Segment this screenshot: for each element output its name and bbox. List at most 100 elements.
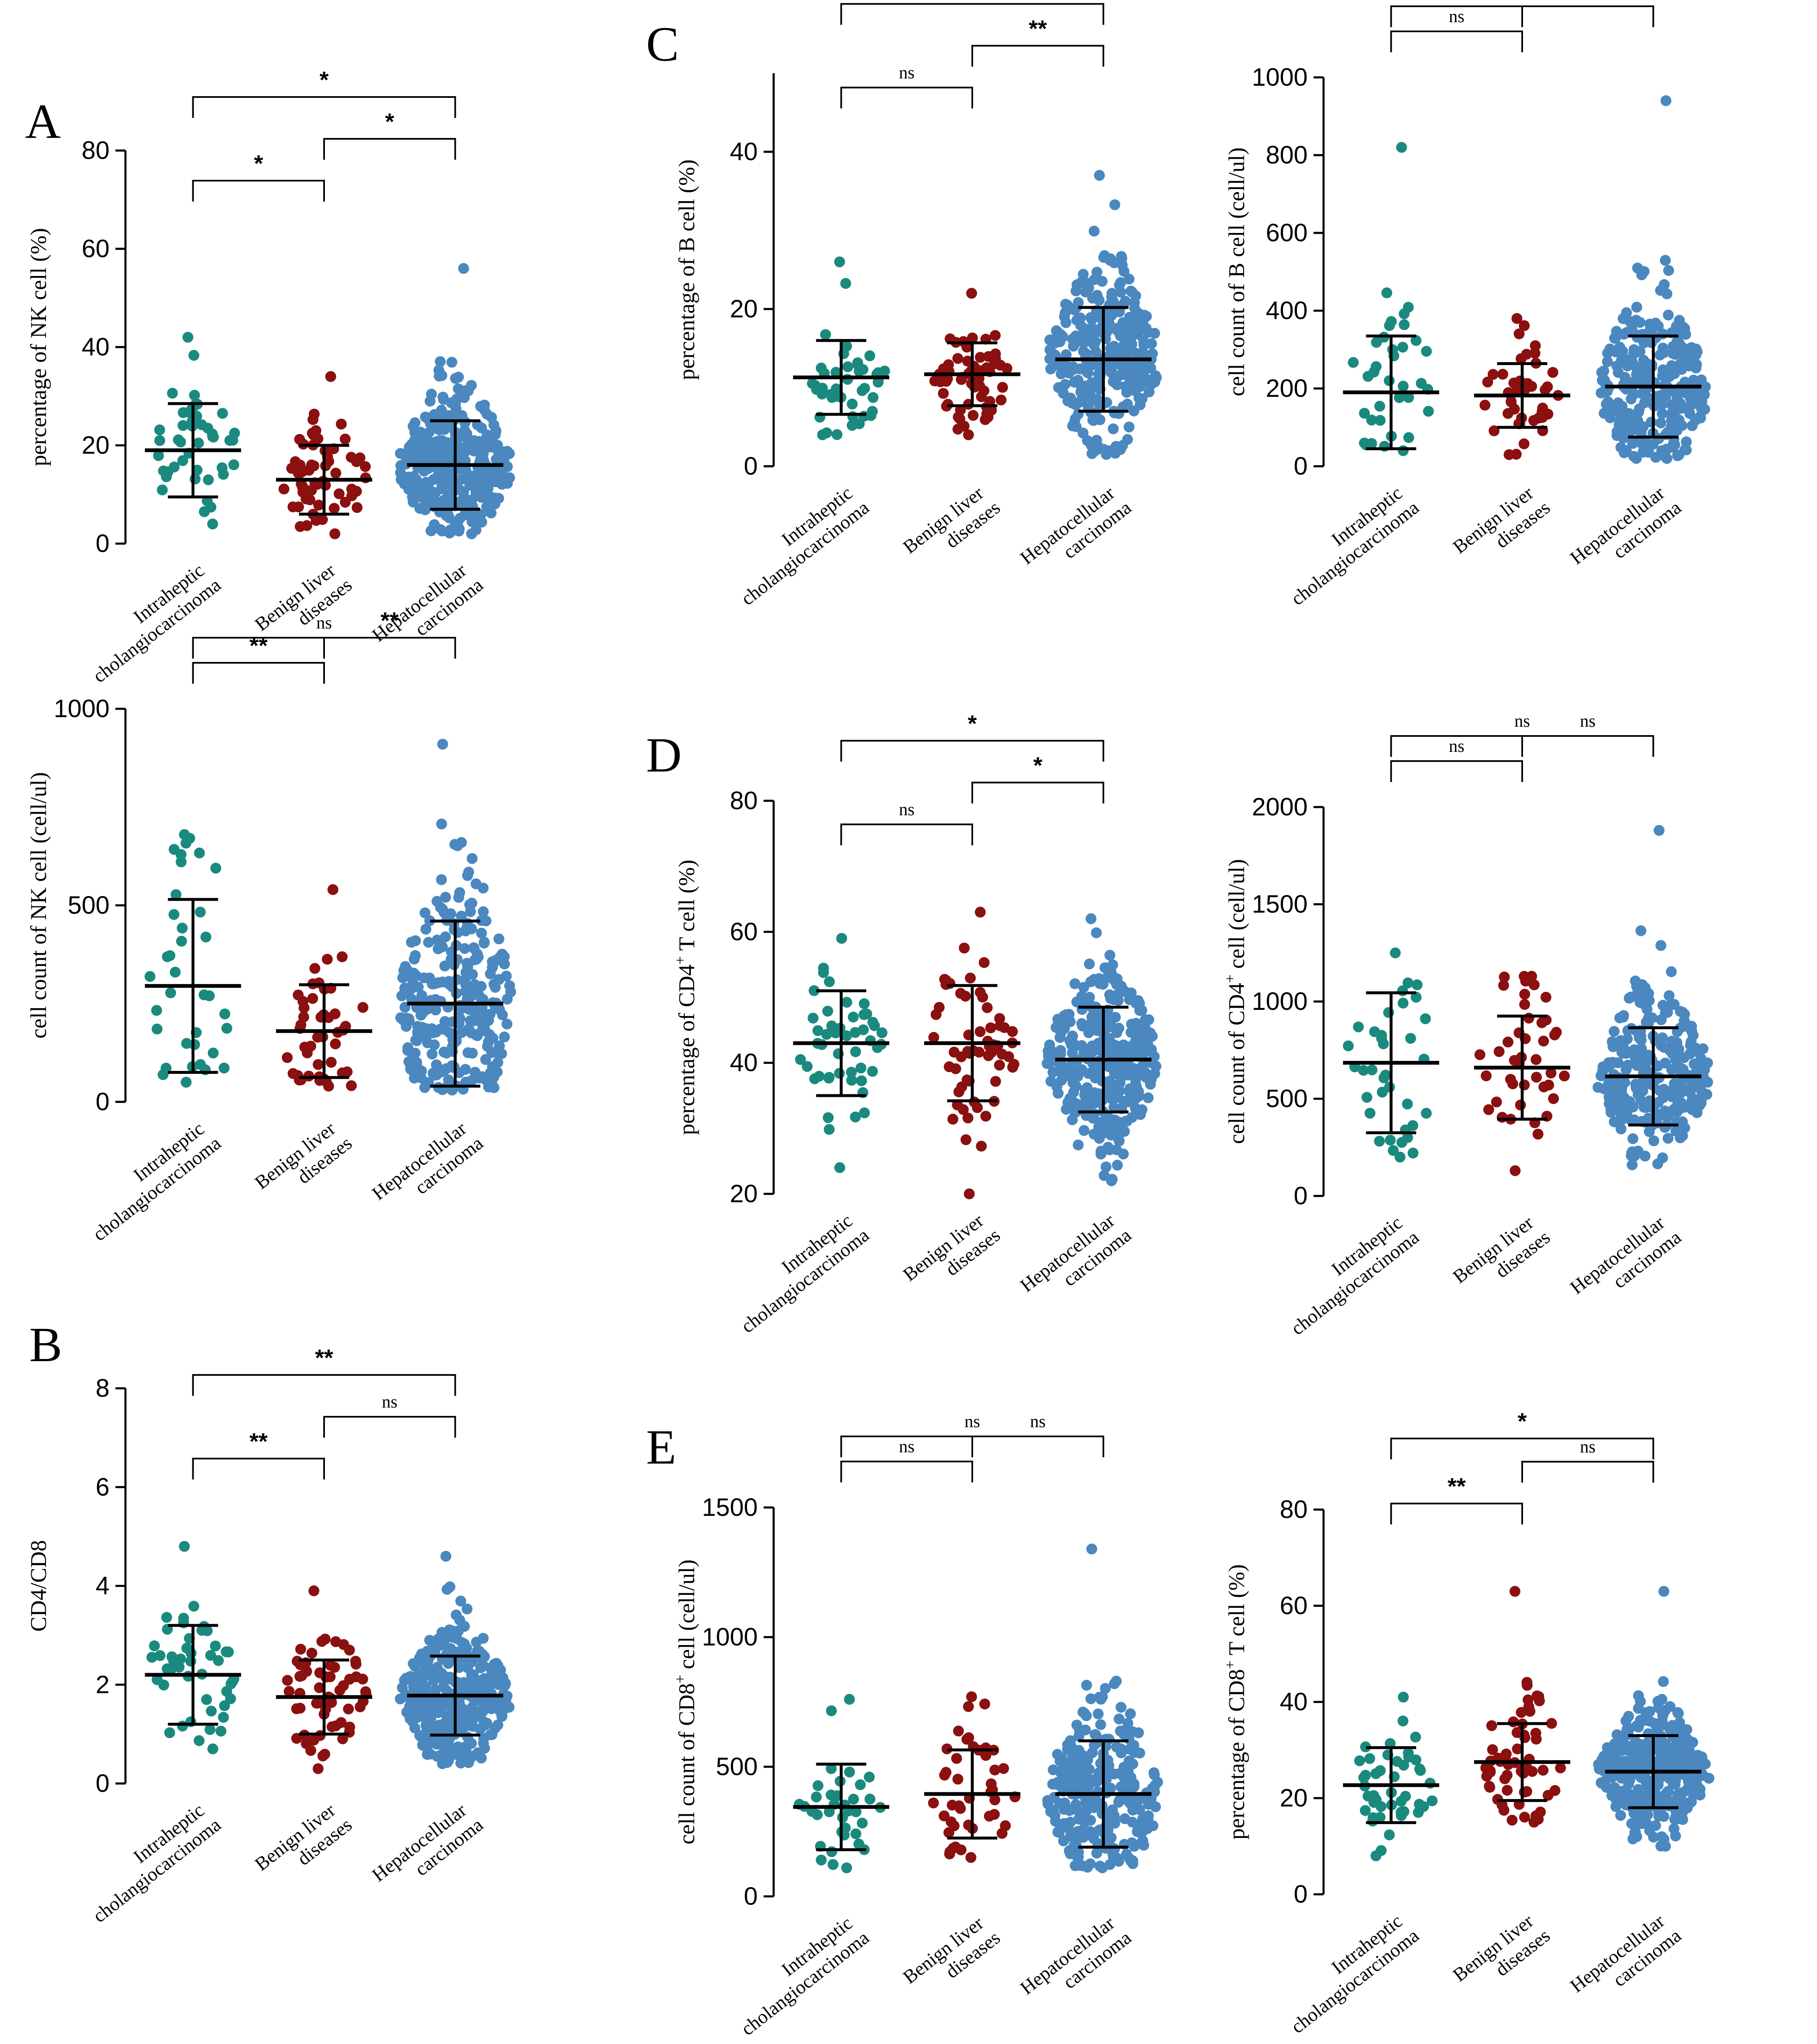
data-point [1107,959,1118,971]
data-point [355,1701,366,1712]
data-point [1086,440,1097,451]
data-point [802,1061,813,1072]
data-point [306,1648,317,1659]
data-point [395,460,406,471]
data-point [1107,288,1117,299]
significance-bracket [323,1416,456,1438]
data-point [834,1068,845,1079]
data-point [989,1764,1000,1776]
data-point [311,515,322,526]
data-point [189,473,201,485]
data-point [954,413,966,424]
data-point [1398,319,1410,330]
data-point [1613,1057,1624,1068]
significance-label: * [319,66,329,93]
data-point [479,1023,490,1034]
data-point [317,1750,329,1762]
data-point [1684,1744,1695,1755]
data-point [1134,1748,1145,1759]
category-label: Hepatocellularcarcinoma [368,1115,487,1221]
data-point [1597,375,1608,386]
data-point [325,371,336,382]
data-point [1072,1826,1084,1837]
data-point [344,1727,355,1738]
data-point [467,1702,478,1713]
data-point [1660,1841,1671,1852]
data-point [422,480,434,491]
data-point [444,1624,455,1635]
data-point [438,1681,449,1692]
data-point [1384,1081,1395,1093]
data-point [291,1703,302,1714]
chart-A2: 0 500 1000 cell count of NK cell (cell/ul) I… [26,607,516,1245]
data-point [460,1064,471,1075]
significance-label: ns [899,63,915,82]
data-point [1109,407,1120,419]
data-point [821,1029,832,1040]
data-point [1507,1078,1518,1089]
data-point [1627,1133,1638,1144]
data-point [1112,379,1123,391]
data-point [438,1046,450,1058]
data-point [395,1693,406,1704]
data-point [1663,1111,1674,1122]
data-point [1397,342,1408,353]
category-label: Intrahepticcholangiocarcinoma [1273,1209,1423,1339]
data-point [438,394,449,405]
data-point [1510,1165,1521,1176]
significance-label: ns [1514,712,1530,731]
data-point [1115,1781,1127,1792]
data-point [1624,1096,1635,1107]
category-label: Hepatocellularcarcinoma [1016,1910,1135,2016]
data-point [824,976,835,987]
data-point [823,1112,834,1123]
data-point [1533,412,1544,424]
data-point [958,1104,969,1115]
data-point [486,507,497,519]
significance-label: ** [1029,15,1047,41]
data-point [181,1038,192,1049]
significance-label: ns [964,1412,980,1431]
data-point [180,838,192,849]
data-point [455,474,467,485]
data-point [834,256,845,268]
data-point [1114,1713,1125,1725]
category-label: Hepatocellularcarcinoma [1016,480,1135,586]
data-point [462,961,473,973]
data-point [1659,279,1670,290]
data-point [877,1027,888,1038]
data-point [1049,1048,1060,1059]
data-point [468,1675,479,1686]
data-point [1674,314,1685,326]
data-point [471,1637,482,1648]
data-point [1547,367,1559,378]
data-point [218,1063,230,1074]
data-point [227,1676,238,1687]
data-point [1106,1175,1117,1186]
significance-label: ** [315,1344,333,1371]
data-point [1497,1111,1508,1123]
data-point [1104,1033,1115,1044]
data-point [1699,404,1710,415]
data-point [161,1063,172,1074]
data-point [1079,1815,1091,1827]
data-point [1509,1586,1521,1597]
data-point [1139,349,1150,360]
data-point [953,1725,964,1737]
data-point [1074,1725,1085,1736]
category-label: Intrahepticcholangiocarcinoma [75,1115,225,1245]
data-point [1053,1088,1064,1099]
data-point [218,1712,229,1723]
data-point [979,414,991,425]
data-point [841,996,852,1008]
data-point [1497,368,1508,380]
data-point [999,1022,1010,1033]
data-point [432,935,443,945]
data-point [467,853,478,864]
data-point [1075,312,1086,324]
data-point [1631,981,1642,992]
data-point [1081,1680,1092,1691]
data-point [476,927,487,939]
data-point [1003,1051,1014,1062]
data-point [179,829,190,840]
